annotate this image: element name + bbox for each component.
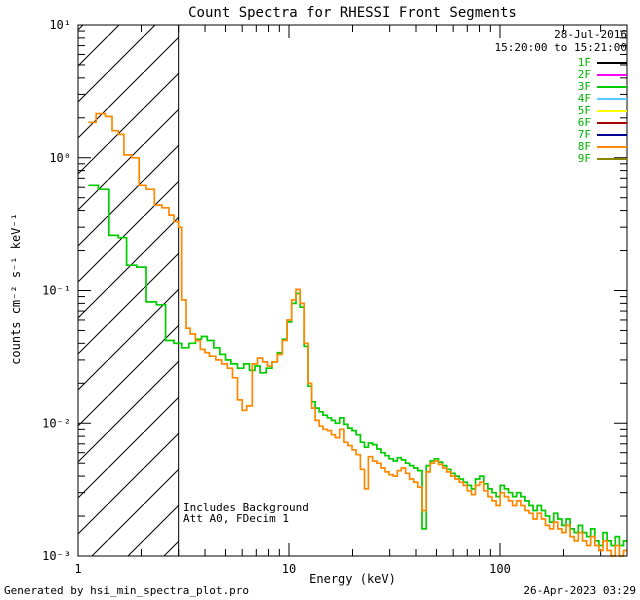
- legend-entries: 1F 2F 3F 4F 5F 6F 7F 8F 9F: [495, 57, 627, 165]
- legend-entry-color-line: [597, 134, 627, 136]
- legend-entry-label: 2F: [577, 68, 591, 81]
- x-tick-label: 100: [489, 562, 511, 576]
- legend-entry-label: 3F: [577, 80, 591, 93]
- legend-entry-5F: 5F: [495, 105, 627, 117]
- y-tick-label: 10⁻³: [42, 549, 71, 563]
- legend: 28-Jul-2016 15:20:00 to 15:21:00 1F 2F 3F 4…: [495, 28, 627, 165]
- legend-entry-7F: 7F: [495, 129, 627, 141]
- legend-entry-2F: 2F: [495, 69, 627, 81]
- y-tick-label: 10⁰: [49, 151, 71, 165]
- legend-entry-label: 9F: [577, 152, 591, 165]
- legend-time-range: 15:20:00 to 15:21:00: [494, 41, 627, 54]
- legend-entry-label: 5F: [577, 104, 591, 117]
- legend-entry-label: 6F: [577, 116, 591, 129]
- y-axis-label: counts cm⁻² s⁻¹ keV⁻¹: [9, 213, 23, 365]
- legend-entry-6F: 6F: [495, 117, 627, 129]
- legend-entry-3F: 3F: [495, 81, 627, 93]
- legend-entry-color-line: [597, 146, 627, 148]
- legend-entry-color-line: [597, 122, 627, 124]
- legend-entry-color-line: [597, 86, 627, 88]
- render-timestamp: 26-Apr-2023 03:29: [523, 584, 636, 597]
- legend-entry-8F: 8F: [495, 141, 627, 153]
- legend-entry-label: 7F: [577, 128, 591, 141]
- plot-title: Count Spectra for RHESSI Front Segments: [188, 5, 517, 21]
- background-annotation-line1: Includes Background: [183, 501, 309, 514]
- legend-entry-color-line: [597, 158, 627, 160]
- legend-entry-color-line: [597, 110, 627, 112]
- y-tick-label: 10⁻²: [42, 416, 71, 430]
- spectrum-curve-8F: [88, 112, 627, 557]
- x-axis-label: Energy (keV): [309, 572, 396, 586]
- hatched-low-energy-region: [78, 25, 179, 556]
- generated-by-text: Generated by hsi_min_spectra_plot.pro: [4, 584, 250, 597]
- legend-entry-4F: 4F: [495, 93, 627, 105]
- spectrum-curve-3F: [88, 184, 627, 547]
- background-annotation: Includes Background Att A0, FDecim 1: [183, 502, 309, 524]
- x-tick-label: 10: [282, 562, 296, 576]
- legend-entry-color-line: [597, 98, 627, 100]
- legend-entry-color-line: [597, 62, 627, 64]
- legend-date: 28-Jul-2016: [554, 28, 627, 41]
- plot-frame: [77, 24, 628, 557]
- legend-entry-label: 4F: [577, 92, 591, 105]
- background-annotation-line2: Att A0, FDecim 1: [183, 512, 289, 525]
- legend-entry-color-line: [597, 74, 627, 76]
- y-tick-label: 10¹: [49, 18, 71, 32]
- legend-entry-label: 1F: [577, 56, 591, 69]
- legend-entry-9F: 9F: [495, 153, 627, 165]
- y-tick-label: 10⁻¹: [42, 284, 71, 298]
- x-tick-label: 1: [74, 562, 81, 576]
- legend-entry-1F: 1F: [495, 57, 627, 69]
- legend-entry-label: 8F: [577, 140, 591, 153]
